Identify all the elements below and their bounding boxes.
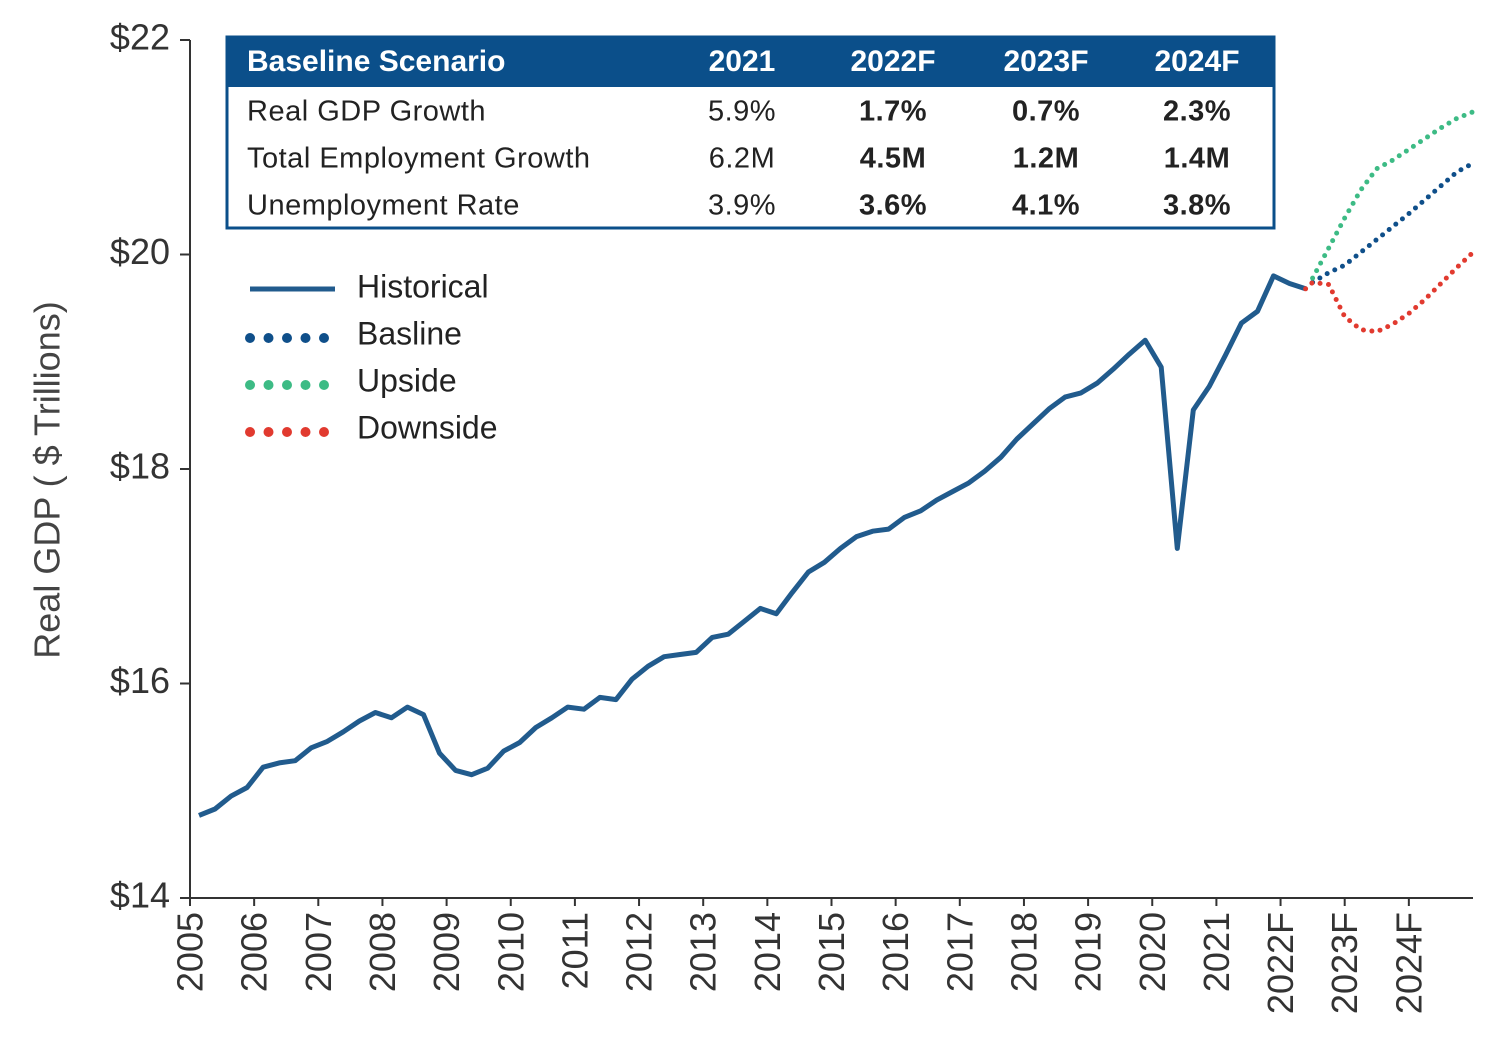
y-tick-label: $18: [110, 446, 170, 487]
x-tick-label: 2013: [683, 912, 724, 992]
x-tick-label: 2017: [939, 912, 980, 992]
table-header-cell: Baseline Scenario: [247, 45, 505, 78]
y-tick-label: $14: [110, 875, 170, 916]
table-cell: Unemployment Rate: [247, 190, 520, 222]
legend-swatch: [263, 333, 274, 343]
legend-swatch: [282, 427, 292, 437]
x-tick-label: 2024F: [1388, 912, 1429, 1014]
legend-swatch: [300, 380, 311, 390]
x-tick-label: 2011: [554, 912, 595, 989]
legend-swatch: [245, 333, 255, 343]
x-tick-label: 2010: [490, 912, 531, 992]
table-cell: 3.9%: [708, 190, 776, 222]
legend-swatch: [282, 333, 292, 343]
table-cell: Real GDP Growth: [247, 96, 486, 128]
legend-swatch: [319, 427, 329, 437]
legend-label: Downside: [357, 409, 498, 445]
table-header-cell: 2022F: [850, 45, 935, 78]
x-tick-label: 2016: [875, 912, 916, 992]
y-tick-label: $22: [110, 17, 170, 58]
x-tick-label: 2020: [1132, 912, 1173, 992]
table-cell: 4.1%: [1012, 190, 1080, 222]
legend-swatch: [300, 333, 311, 343]
legend-label: Upside: [357, 362, 457, 398]
x-tick-label: 2009: [426, 912, 467, 992]
x-tick-label: 2006: [234, 912, 275, 992]
table-cell: 3.8%: [1163, 190, 1231, 222]
y-tick-label: $20: [110, 231, 170, 272]
forecast-line: [1310, 109, 1476, 281]
table-cell: 0.7%: [1012, 96, 1080, 128]
legend-swatch: [319, 333, 329, 343]
x-tick-label: 2008: [362, 912, 403, 992]
legend-swatch: [300, 427, 311, 437]
history-line: [198, 273, 1307, 818]
x-tick-label: 2023F: [1324, 912, 1365, 1014]
forecast-line: [1303, 249, 1476, 335]
x-tick-label: 2007: [298, 912, 339, 992]
table-cell: 5.9%: [708, 96, 776, 128]
table-cell: 2.3%: [1163, 96, 1231, 128]
legend-swatch: [263, 427, 274, 437]
table-cell: 1.2M: [1013, 143, 1079, 175]
table-header-cell: 2024F: [1154, 45, 1239, 78]
forecast-line: [1310, 160, 1476, 285]
legend-swatch: [319, 380, 329, 390]
table-header-cell: 2023F: [1003, 45, 1088, 78]
x-tick-label: 2022F: [1260, 912, 1301, 1014]
y-axis-title: Real GDP ( $ Trillions): [27, 301, 68, 658]
legend-swatch: [282, 380, 292, 390]
table-cell: 3.6%: [859, 190, 927, 222]
table-header-band: [227, 37, 1274, 87]
summary-table: Baseline Scenario 2021 2022F 2023F 2024F Real…: [225, 35, 1276, 230]
x-tick-label: 2019: [1068, 912, 1109, 992]
legend-swatch: [245, 427, 255, 437]
table-cell: 1.7%: [859, 96, 927, 128]
table-cell: Total Employment Growth: [247, 143, 591, 175]
table-cell: 6.2M: [709, 143, 775, 175]
x-tick-label: 2014: [747, 912, 788, 992]
x-tick-label: 2005: [170, 912, 211, 992]
legend-swatch: [245, 380, 255, 390]
legend-label: Historical: [357, 268, 489, 304]
table-header-cell: 2021: [709, 45, 776, 78]
legend-swatch: [263, 380, 274, 390]
table-cell: 4.5M: [860, 143, 926, 175]
y-tick-label: $16: [110, 660, 170, 701]
table-cell: 1.4M: [1164, 143, 1230, 175]
x-tick-label: 2012: [619, 912, 660, 992]
x-tick-label: 2018: [1003, 912, 1044, 992]
legend-label: Basline: [357, 315, 462, 351]
x-tick-label: 2021: [1196, 912, 1237, 992]
x-tick-label: 2015: [811, 912, 852, 992]
